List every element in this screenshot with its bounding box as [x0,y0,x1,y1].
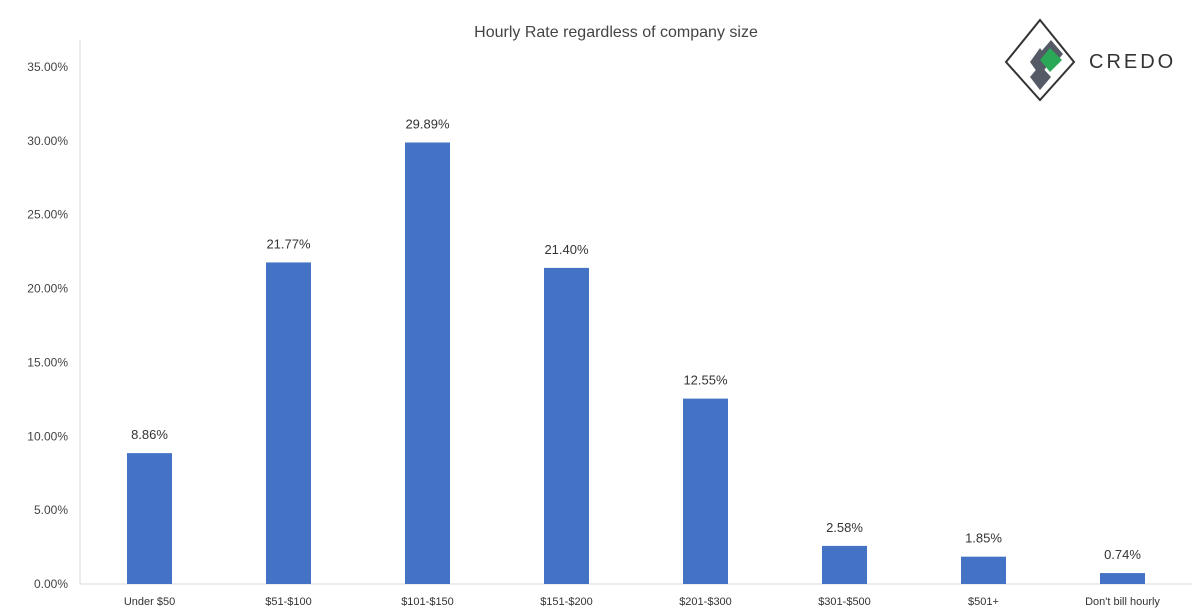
x-category-label: $501+ [968,596,999,608]
bar [266,262,311,584]
x-category-label: $51-$100 [265,596,312,608]
y-tick-label: 20.00% [27,282,68,296]
bar-data-label: 1.85% [965,531,1002,546]
y-tick-label: 5.00% [34,503,68,517]
bar [822,545,867,584]
y-tick-label: 10.00% [27,429,68,443]
bars-group [127,142,1145,584]
category-labels-group: Under $50 $51-$100 $101-$150 $151-$200 $201-… [124,596,1161,608]
bar-data-label: 12.55% [683,373,728,388]
bar [127,453,172,584]
bar-data-label: 21.40% [544,242,589,257]
y-tick-label: 35.00% [27,60,68,74]
x-category-label: $101-$150 [401,596,454,608]
bar [405,142,450,584]
data-labels-group: 8.86% 21.77% 29.89% 21.40% 12.55% 2.58% 1.85% 0… [131,116,1141,562]
x-category-label: $201-$300 [679,596,732,608]
x-category-label: $301-$500 [818,596,871,608]
y-axis-ticks: 0.00% 5.00% 10.00% 15.00% 20.00% 25.00% 30.00%… [27,60,68,591]
bar [544,267,589,584]
bar-data-label: 2.58% [826,520,863,535]
bar-data-label: 21.77% [266,236,311,251]
y-tick-label: 15.00% [27,355,68,369]
chart-title: Hourly Rate regardless of company size [474,24,758,41]
bar [961,556,1006,584]
x-category-label: Don't bill hourly [1085,596,1160,608]
x-category-label: $151-$200 [540,596,593,608]
y-tick-label: 30.00% [27,134,68,148]
bar-data-label: 8.86% [131,427,168,442]
credo-logo-mark-icon [1004,18,1076,102]
bar [1100,573,1145,584]
x-category-label: Under $50 [124,596,175,608]
bar-data-label: 29.89% [405,116,450,131]
credo-logo: CREDO [1004,18,1176,102]
bar-data-label: 0.74% [1104,547,1141,562]
y-tick-label: 0.00% [34,577,68,591]
y-tick-label: 25.00% [27,208,68,222]
credo-logo-text: CREDO [1089,51,1176,73]
bar [683,398,728,584]
